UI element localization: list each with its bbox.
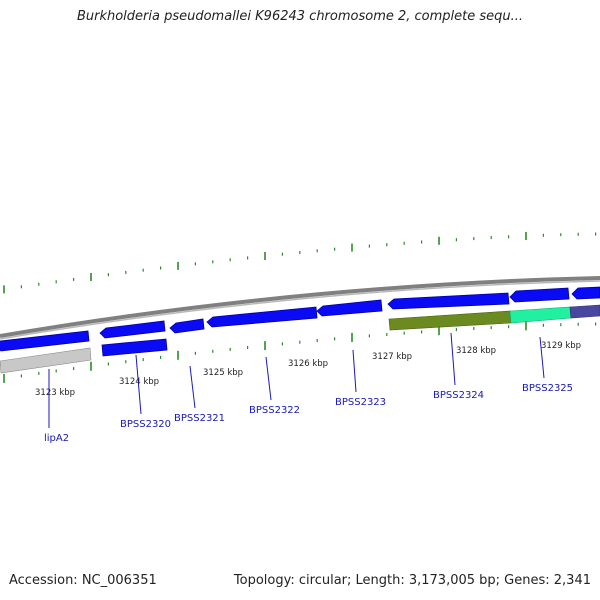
- gene-arrow-track: [0, 286, 600, 357]
- scale-label: 3128 kbp: [456, 346, 496, 356]
- gene-arrow-BPSS2324[interactable]: [387, 292, 510, 310]
- leader-line: [189, 365, 196, 409]
- leader-line: [539, 336, 545, 379]
- accession-text: Accession: NC_006351: [9, 573, 157, 588]
- outer-tick-ring: [3, 232, 597, 294]
- scale-label: 3123 kbp: [35, 388, 75, 398]
- gene-arrow-BPSS2325[interactable]: [509, 287, 570, 303]
- feature-block-olive[interactable]: [388, 310, 512, 331]
- gene-arrow-BPSS2320-forward[interactable]: [101, 338, 168, 357]
- scale-label: 3125 kbp: [203, 368, 243, 378]
- gene-label-lipA2[interactable]: lipA2: [44, 433, 69, 444]
- gene-label-BPSS2324[interactable]: BPSS2324: [433, 390, 484, 401]
- gene-arrow-next[interactable]: [571, 286, 600, 300]
- gene-arrow-BPSS2323[interactable]: [316, 299, 383, 317]
- gene-arrow-BPSS2322[interactable]: [206, 306, 318, 328]
- scale-labels: 3123 kbp 3124 kbp 3125 kbp 3126 kbp 3127…: [35, 341, 581, 398]
- gene-arrow-BPSS2320[interactable]: [99, 320, 166, 339]
- scale-label: 3129 kbp: [541, 341, 581, 351]
- leader-line: [450, 332, 456, 386]
- map-title: Burkholderia pseudomallei K96243 chromos…: [76, 9, 524, 24]
- gene-label-BPSS2320[interactable]: BPSS2320: [120, 419, 171, 430]
- inner-tick-ring: [3, 321, 597, 383]
- leader-line: [352, 349, 357, 393]
- topology-text: Topology: circular; Length: 3,173,005 bp…: [233, 573, 591, 588]
- feature-block-indigo[interactable]: [569, 304, 600, 319]
- gene-arrow-BPSS2321[interactable]: [169, 318, 205, 334]
- gene-leader-lines: [48, 332, 545, 428]
- gene-arrow-lipA2[interactable]: [0, 330, 90, 352]
- scale-label: 3126 kbp: [288, 359, 328, 369]
- leader-line: [265, 356, 272, 401]
- gene-labels: lipA2 BPSS2320 BPSS2321 BPSS2322 BPSS232…: [44, 383, 573, 444]
- leader-line: [135, 354, 142, 415]
- gene-label-BPSS2325[interactable]: BPSS2325: [522, 383, 573, 394]
- feature-track: [0, 304, 600, 374]
- scale-label: 3124 kbp: [119, 377, 159, 387]
- scale-label: 3127 kbp: [372, 352, 412, 362]
- gene-label-BPSS2322[interactable]: BPSS2322: [249, 405, 300, 416]
- backbone-arc-shadow: [0, 280, 600, 340]
- feature-block-gray[interactable]: [0, 347, 92, 374]
- backbone-arc: [0, 276, 600, 338]
- gene-label-BPSS2321[interactable]: BPSS2321: [174, 413, 225, 424]
- gene-label-BPSS2323[interactable]: BPSS2323: [335, 397, 386, 408]
- feature-block-green[interactable]: [509, 306, 572, 324]
